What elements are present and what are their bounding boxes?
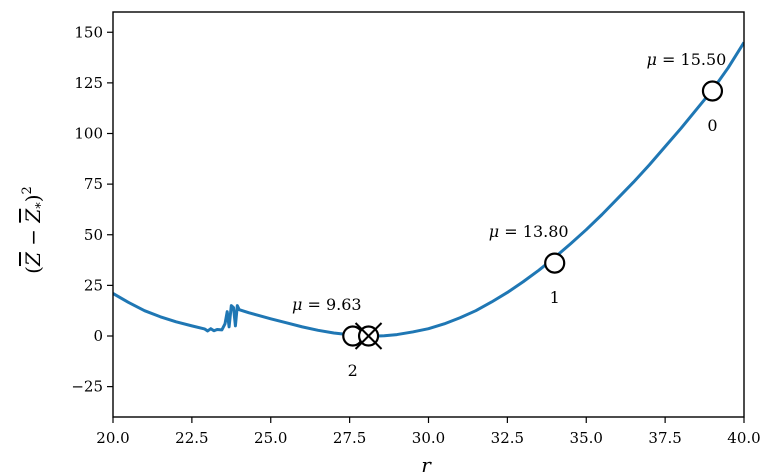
y-axis-label: (Z − Z*)2 — [20, 186, 49, 274]
marker-circle — [544, 252, 566, 274]
marker-circle — [701, 80, 724, 102]
marker-index-label: 1 — [550, 288, 560, 307]
y-label-open-paren: ( — [21, 266, 45, 274]
x-tick-label: 25.0 — [254, 429, 287, 447]
marker-annotation: μ = 15.50 — [647, 50, 727, 69]
x-tick-label: 37.5 — [648, 429, 681, 447]
y-tick-label: 0 — [93, 327, 103, 345]
marker-annotation: μ = 9.63 — [292, 295, 362, 314]
y-tick-label: 100 — [74, 125, 103, 143]
y-label-star-sub: * — [34, 202, 49, 209]
x-tick-label: 27.5 — [333, 429, 366, 447]
y-tick-label: 125 — [74, 74, 103, 92]
marker-index-label: 0 — [707, 116, 717, 135]
plot-area: μ = 15.50 0 μ = 13.80 1 μ = 9.63 2 20.0 22.5 25.… — [71, 11, 761, 447]
y-label-z-bar-1: Z — [21, 251, 45, 267]
y-label-square: 2 — [20, 186, 35, 194]
y-label-close-paren: ) — [21, 194, 45, 202]
x-tick-label: 35.0 — [570, 429, 603, 447]
y-label-z-bar-2: Z — [21, 208, 45, 224]
marker-index-label: 2 — [348, 361, 358, 380]
y-tick-label: 25 — [84, 276, 103, 294]
series-line — [113, 41, 744, 338]
marker-annotation: μ = 13.80 — [489, 222, 569, 241]
x-tick-label: 20.0 — [96, 429, 129, 447]
y-tick-label: 150 — [74, 23, 103, 41]
svg-text:(Z − Z*)2: (Z − Z*)2 — [20, 186, 49, 274]
marker-cross-line — [354, 322, 383, 350]
y-tick-label: 50 — [84, 226, 103, 244]
x-tick-label: 40.0 — [727, 429, 760, 447]
plot-frame — [112, 11, 745, 418]
y-tick-label: −25 — [71, 378, 103, 396]
y-label-minus: − — [21, 223, 45, 252]
x-tick-label: 30.0 — [412, 429, 445, 447]
x-tick-label: 22.5 — [175, 429, 208, 447]
x-axis-label: r — [421, 453, 432, 476]
y-tick-label: 75 — [84, 175, 103, 193]
x-tick-label: 32.5 — [491, 429, 524, 447]
